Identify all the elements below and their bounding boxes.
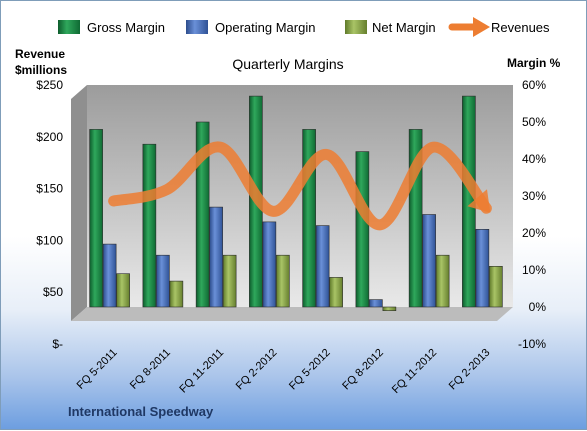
bar-operating-margin (315, 225, 330, 308)
x-tick-label: FQ 5-2011 (75, 347, 120, 392)
right-axis-ticks: -10% 0% 10% 20% 30% 40% 50% 60% (518, 78, 546, 351)
x-tick-label: FQ 11-2011 (177, 347, 226, 396)
company-name: International Speedway (68, 404, 214, 419)
bar-net-margin (169, 280, 184, 308)
bar-net-margin (116, 273, 130, 308)
bar-series (89, 95, 503, 311)
left-tick-label: $50 (43, 285, 63, 299)
left-tick-label: $150 (36, 182, 63, 196)
left-tick-label: $- (52, 337, 63, 351)
x-tick-label: FQ 5-2012 (287, 347, 333, 393)
legend-swatch-net-margin (345, 20, 367, 34)
x-tick-label: FQ 2-2012 (234, 347, 280, 393)
right-tick-label: 20% (522, 226, 546, 240)
bar-net-margin (276, 254, 290, 308)
right-axis-title: Margin % (507, 56, 561, 70)
bar-operating-margin (209, 206, 223, 308)
bar-net-margin (382, 306, 397, 311)
right-tick-label: 50% (522, 115, 546, 129)
plot-floor (71, 307, 513, 321)
legend-label-operating-margin: Operating Margin (215, 20, 315, 35)
right-tick-label: 10% (522, 263, 546, 277)
bar-net-margin (489, 265, 503, 308)
plot-back-wall (87, 85, 513, 307)
bar-net-margin (222, 254, 237, 308)
bar-operating-margin (156, 254, 170, 308)
legend-label-gross-margin: Gross Margin (87, 20, 165, 35)
bar-gross-margin (195, 121, 210, 308)
legend: Gross Margin Operating Margin Net Margin… (58, 17, 550, 37)
legend-swatch-operating-margin (186, 20, 208, 34)
bar-operating-margin (262, 221, 277, 308)
bar-gross-margin (355, 151, 370, 308)
bar-operating-margin (102, 243, 117, 308)
x-tick-label: FQ 8-2011 (128, 347, 173, 392)
right-tick-label: 30% (522, 189, 546, 203)
bar-operating-margin (475, 229, 490, 308)
x-tick-label: FQ 11-2012 (390, 347, 439, 396)
left-tick-label: $200 (36, 130, 63, 144)
legend-swatch-gross-margin (58, 20, 80, 34)
right-tick-label: 40% (522, 152, 546, 166)
left-axis-ticks: $- $50 $100 $150 $200 $250 (36, 78, 63, 351)
left-tick-label: $250 (36, 78, 63, 92)
bar-operating-margin (369, 299, 383, 308)
right-tick-label: -10% (518, 337, 546, 351)
bar-net-margin (329, 277, 343, 308)
revenue-line-path (108, 141, 492, 231)
plot-side-wall (71, 85, 87, 321)
revenue-series (108, 141, 492, 231)
x-tick-label: FQ 2-2013 (447, 347, 493, 393)
right-tick-label: 0% (529, 300, 547, 314)
bar-operating-margin (422, 214, 436, 308)
left-axis-title-line1: Revenue (15, 47, 65, 61)
right-tick-label: 60% (522, 78, 546, 92)
legend-label-revenues: Revenues (491, 20, 550, 35)
legend-swatch-revenues (448, 17, 490, 37)
revenue-arrowhead (467, 189, 491, 213)
bar-gross-margin (142, 143, 157, 308)
legend-label-net-margin: Net Margin (372, 20, 436, 35)
bar-net-margin (435, 254, 450, 308)
x-axis-ticks: FQ 5-2011 FQ 8-2011 FQ 11-2011 FQ 2-2012 FQ … (75, 347, 493, 396)
bar-gross-margin (89, 129, 103, 308)
left-axis-title-line2: $millions (15, 63, 67, 77)
left-tick-label: $100 (36, 233, 63, 247)
chart-title: Quarterly Margins (232, 56, 343, 72)
x-tick-label: FQ 8-2012 (340, 347, 386, 393)
